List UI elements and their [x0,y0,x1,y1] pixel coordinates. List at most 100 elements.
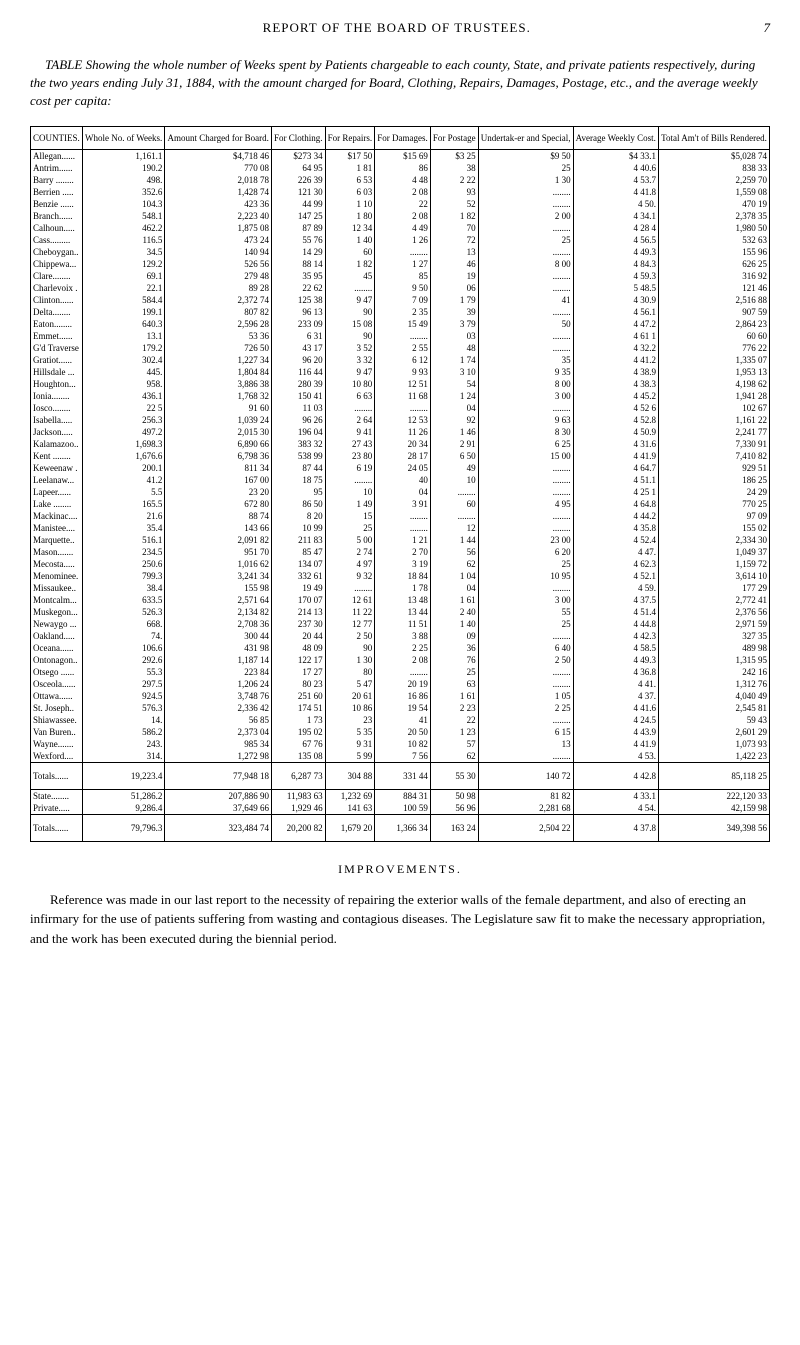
table-cell: 23 00 [478,534,573,546]
table-cell: 1,272 98 [165,750,272,763]
table-cell: 2,018 78 [165,174,272,186]
table-cell: 48 [430,342,478,354]
table-cell: 48 09 [271,642,325,654]
table-cell: 3 00 [478,390,573,402]
table-cell: 9 47 [325,366,375,378]
improvements-heading: IMPROVEMENTS. [30,862,770,877]
table-cell: 5 99 [325,750,375,763]
row-label: Oakland..... [31,630,83,642]
table-cell: 2 08 [375,210,431,222]
table-cell: 24 29 [658,486,769,498]
table-cell: 4 54. [573,802,658,815]
table-cell: 383 32 [271,438,325,450]
table-cell: 292.6 [82,654,165,666]
table-cell: 279 48 [165,270,272,282]
table-cell: 190.2 [82,162,165,174]
table-cell: 39 [430,306,478,318]
table-cell: 12 [430,522,478,534]
table-cell: 526.3 [82,606,165,618]
table-cell: 92 [430,414,478,426]
table-cell: 121 46 [658,282,769,294]
table-cell: 280 39 [271,378,325,390]
table-cell: 1 80 [325,210,375,222]
table-cell: 323,484 74 [165,814,272,841]
table-cell: ........ [478,282,573,294]
column-header: COUNTIES. [31,126,83,149]
table-cell: 2 40 [430,606,478,618]
table-cell: 134 07 [271,558,325,570]
table-cell: 2,015 30 [165,426,272,438]
table-cell: 35 [478,354,573,366]
row-label: Keweenaw . [31,462,83,474]
row-label: Clinton...... [31,294,83,306]
table-cell: 150 41 [271,390,325,402]
table-cell: 1,929 46 [271,802,325,815]
table-cell: 4,198 62 [658,378,769,390]
table-cell: 4 42.8 [573,762,658,789]
table-cell: 35.4 [82,522,165,534]
table-cell: 1 40 [325,234,375,246]
table-cell: 1,227 34 [165,354,272,366]
table-cell: 96 26 [271,414,325,426]
table-cell: ........ [478,198,573,210]
table-cell: 1 44 [430,534,478,546]
table-cell: ........ [375,246,431,258]
table-cell: 1,768 32 [165,390,272,402]
table-cell: 2,772 41 [658,594,769,606]
table-cell: 1,559 08 [658,186,769,198]
table-cell: 56 96 [430,802,478,815]
table-cell: 12 51 [375,378,431,390]
row-label: Kent ........ [31,450,83,462]
table-cell: 2 55 [375,342,431,354]
table-cell: 1 24 [430,390,478,402]
row-label: Newaygo ... [31,618,83,630]
table-cell: 10 99 [271,522,325,534]
table-cell: 2 91 [430,438,478,450]
table-cell: 80 [325,666,375,678]
table-cell: 2,334 30 [658,534,769,546]
table-cell: 3 88 [375,630,431,642]
table-cell: 4,040 49 [658,690,769,702]
table-cell: 1 05 [478,690,573,702]
table-cell: 2,971 59 [658,618,769,630]
row-label: Van Buren.. [31,726,83,738]
column-header: For Damages. [375,126,431,149]
table-cell: 40 [375,474,431,486]
table-cell: 4 37.8 [573,814,658,841]
table-cell: 20 50 [375,726,431,738]
table-cell: 4 32.2 [573,342,658,354]
table-cell: 226 39 [271,174,325,186]
table-cell: 2,241 77 [658,426,769,438]
table-cell: 13.1 [82,330,165,342]
table-cell: 929 51 [658,462,769,474]
table-cell: 9 35 [478,366,573,378]
table-cell: 314. [82,750,165,763]
row-label: Branch...... [31,210,83,222]
table-cell: $3 25 [430,149,478,162]
table-cell: 4 49 [375,222,431,234]
table-cell: 4 84.3 [573,258,658,270]
table-cell: 4 45.2 [573,390,658,402]
table-cell: 250.6 [82,558,165,570]
table-cell: 2,708 36 [165,618,272,630]
row-label: Oceana...... [31,642,83,654]
table-cell: 6 63 [325,390,375,402]
table-cell: 9 31 [325,738,375,750]
table-cell: 352.6 [82,186,165,198]
table-cell: 302.4 [82,354,165,366]
improvements-text: Reference was made in our last report to… [30,890,770,949]
table-cell: ........ [478,222,573,234]
table-cell: 41 [375,714,431,726]
table-cell: 102 67 [658,402,769,414]
table-cell: 03 [430,330,478,342]
row-label: Ottawa...... [31,690,83,702]
table-cell: 1,049 37 [658,546,769,558]
table-cell: 4 56.1 [573,306,658,318]
row-label: Antrim...... [31,162,83,174]
table-cell: 10 [430,474,478,486]
table-cell: 19,223.4 [82,762,165,789]
table-cell: 4 33.1 [573,789,658,802]
table-cell: 86 [375,162,431,174]
table-cell: 10 86 [325,702,375,714]
table-cell: 20 19 [375,678,431,690]
